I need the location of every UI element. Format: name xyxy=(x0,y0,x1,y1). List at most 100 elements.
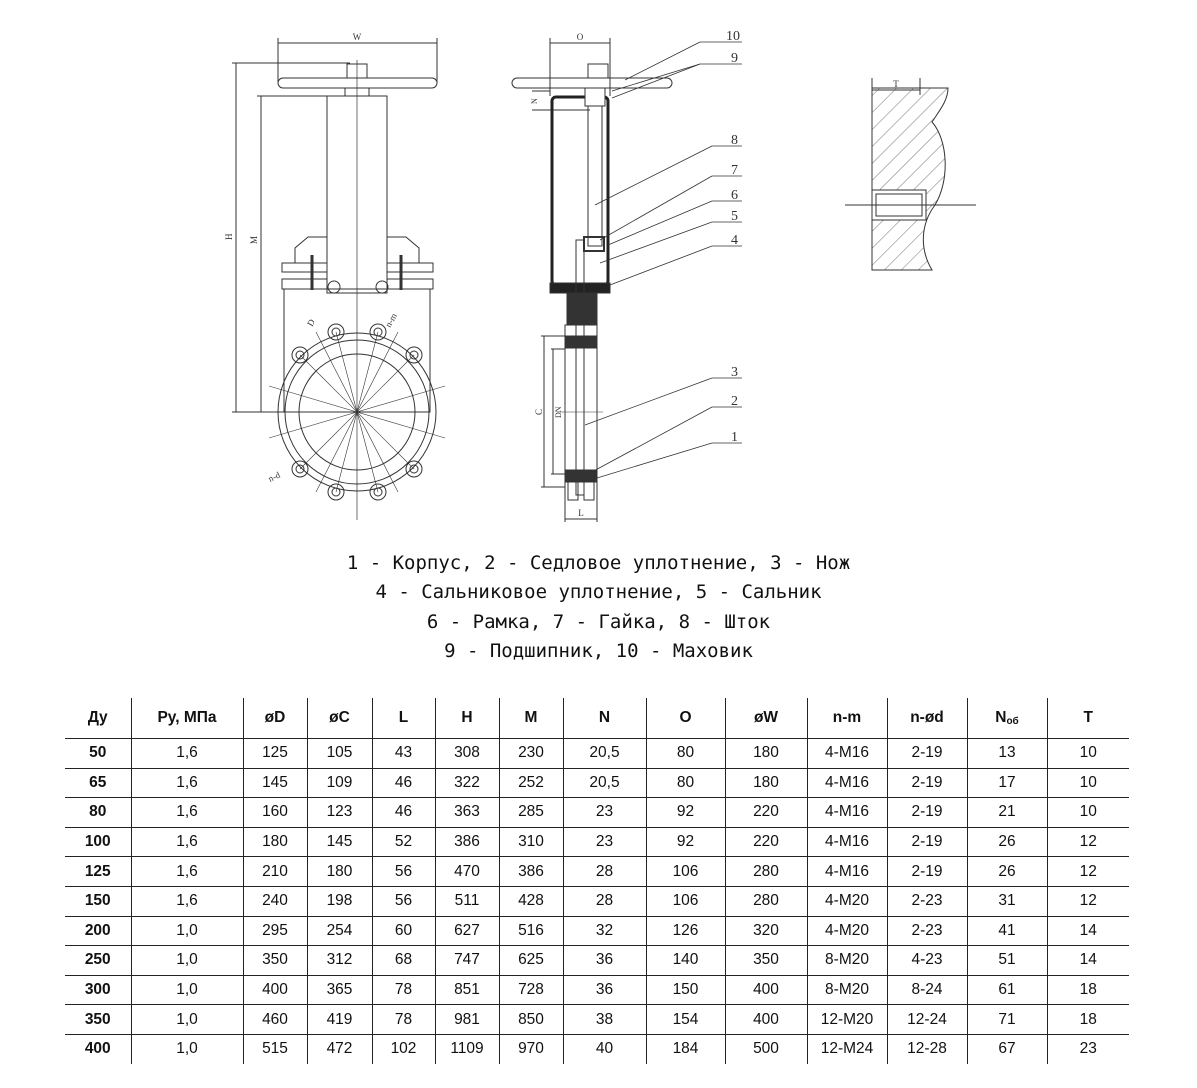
table-cell: 105 xyxy=(306,738,372,769)
table-cell: 145 xyxy=(306,826,372,857)
table-cell: 140 xyxy=(645,945,725,976)
table-cell: 2-19 xyxy=(886,767,967,798)
table-cell: 1,6 xyxy=(130,885,243,917)
table-cell: 210 xyxy=(242,856,307,887)
callout-leaders xyxy=(584,41,742,479)
table-cell: 280 xyxy=(724,885,807,917)
table-cell: 36 xyxy=(562,974,646,1005)
table-cell: 23 xyxy=(1046,1033,1129,1064)
table-cell: 350 xyxy=(724,945,807,976)
svg-text:3: 3 xyxy=(731,365,738,380)
column-header: N xyxy=(562,698,646,739)
table-cell: 1,6 xyxy=(130,738,243,769)
table-cell: 92 xyxy=(645,797,725,828)
table-cell: 21 xyxy=(966,797,1047,828)
column-header: Ду xyxy=(65,698,131,739)
column-header-subscript: об xyxy=(1006,716,1019,727)
table-cell: 71 xyxy=(966,1004,1047,1035)
table-cell: 460 xyxy=(242,1004,307,1035)
column-header: L xyxy=(371,698,435,739)
table-cell: 20,5 xyxy=(562,738,646,769)
svg-text:7: 7 xyxy=(731,163,738,178)
table-cell: 12-M24 xyxy=(806,1033,887,1064)
table-cell: 4-M16 xyxy=(806,797,887,828)
table-row: 100 1,6 180 145 52 386 310 23 92 220 4-M16 2-19 26 12 xyxy=(65,826,1129,857)
column-header: Nоб xyxy=(966,698,1047,739)
table-cell: 312 xyxy=(306,945,372,976)
svg-text:10: 10 xyxy=(726,29,740,44)
table-cell: 198 xyxy=(306,885,372,917)
table-cell: 850 xyxy=(498,1004,563,1035)
table-cell: 36 xyxy=(562,945,646,976)
table-cell: 26 xyxy=(966,856,1047,887)
column-header-label: Ру, МПа xyxy=(157,709,217,726)
column-header-label: O xyxy=(679,709,692,726)
dim-m: M xyxy=(249,236,259,244)
table-cell: 56 xyxy=(371,885,435,917)
parts-legend: 1 - Корпус, 2 - Седловое уплотнение, 3 -… xyxy=(0,549,1197,666)
flange-outer xyxy=(277,332,437,492)
table-cell: 4-23 xyxy=(886,945,967,976)
keyway-detail: T xyxy=(845,78,976,271)
table-cell: 12 xyxy=(1046,856,1129,887)
table-cell: 2-19 xyxy=(886,826,967,857)
column-header-label: T xyxy=(1083,709,1093,726)
svg-text:6: 6 xyxy=(731,188,738,203)
table-cell: 10 xyxy=(1046,797,1129,828)
table-cell: 150 xyxy=(645,974,725,1005)
table-cell: 150 xyxy=(65,885,131,917)
side-view: O N C DN L xyxy=(511,29,742,522)
table-cell: 350 xyxy=(65,1004,131,1035)
dim-d: D xyxy=(305,317,317,328)
column-header: n-m xyxy=(806,698,887,739)
column-header: øD xyxy=(242,698,307,739)
table-cell: 1,6 xyxy=(130,856,243,887)
svg-text:8: 8 xyxy=(731,133,738,148)
table-cell: 180 xyxy=(724,767,807,798)
table-cell: 970 xyxy=(498,1033,563,1064)
table-cell: 46 xyxy=(371,767,435,798)
yoke-frame xyxy=(550,95,610,287)
column-header-label: øC xyxy=(329,709,350,726)
table-row: 125 1,6 210 180 56 470 386 28 106 280 4-M16 2-19 26 1… xyxy=(65,856,1129,887)
table-cell: 106 xyxy=(645,856,725,887)
column-header: M xyxy=(498,698,563,739)
table-cell: 28 xyxy=(562,856,646,887)
table-cell: 28 xyxy=(562,885,646,917)
table-cell: 400 xyxy=(724,1004,807,1035)
table-cell: 2-23 xyxy=(886,915,967,946)
table-cell: 1109 xyxy=(434,1033,499,1064)
table-cell: 2-23 xyxy=(886,885,967,917)
table-cell: 747 xyxy=(434,945,499,976)
table-cell: 308 xyxy=(434,738,499,769)
table-cell: 400 xyxy=(242,974,307,1005)
table-cell: 8-M20 xyxy=(806,945,887,976)
table-cell: 1,0 xyxy=(130,915,243,946)
dim-dn: DN xyxy=(554,406,563,418)
table-cell: 80 xyxy=(645,767,725,798)
svg-text:5: 5 xyxy=(731,209,738,224)
table-cell: 80 xyxy=(65,797,131,828)
front-view: W H M D xyxy=(224,32,446,520)
table-cell: 4-M16 xyxy=(806,767,887,798)
table-cell: 322 xyxy=(434,767,499,798)
table-cell: 126 xyxy=(645,915,725,946)
table-row: 150 1,6 240 198 56 511 428 28 106 280 4-M20 2-23 31 1… xyxy=(65,885,1129,917)
table-cell: 14 xyxy=(1046,915,1129,946)
table-cell: 1,0 xyxy=(130,1004,243,1035)
column-header-label: N xyxy=(995,709,1007,726)
valve-drawing: W H M D xyxy=(224,29,976,522)
table-cell: 38 xyxy=(562,1004,646,1035)
table-cell: 252 xyxy=(498,767,563,798)
table-cell: 18 xyxy=(1046,1004,1129,1035)
table-cell: 981 xyxy=(434,1004,499,1035)
table-cell: 627 xyxy=(434,915,499,946)
table-cell: 31 xyxy=(966,885,1047,917)
table-cell: 17 xyxy=(966,767,1047,798)
table-cell: 220 xyxy=(724,797,807,828)
table-cell: 470 xyxy=(434,856,499,887)
table-cell: 56 xyxy=(371,856,435,887)
legend-line: 4 - Сальниковое уплотнение, 5 - Сальник xyxy=(375,581,822,604)
table-cell: 78 xyxy=(371,1004,435,1035)
